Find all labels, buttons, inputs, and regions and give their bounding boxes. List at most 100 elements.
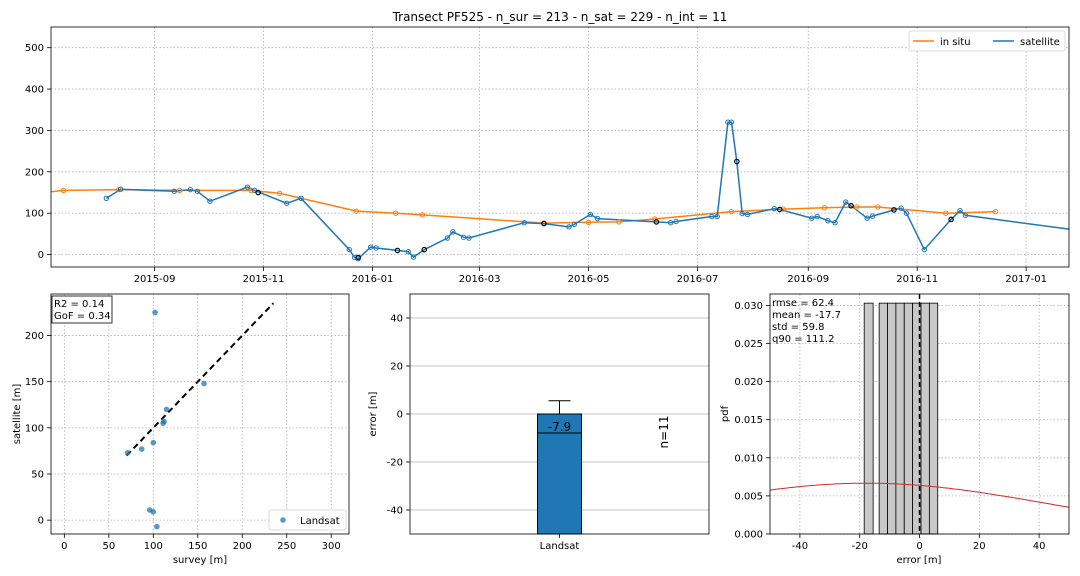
intersect-point	[948, 216, 954, 223]
intersect-point	[848, 203, 854, 209]
intersect-point	[355, 254, 361, 261]
insitu-point	[821, 205, 828, 211]
histogram-ylabel: pdf	[720, 405, 731, 422]
boxplot-ytick-label: 20	[390, 362, 403, 373]
scatter-xtick-label: 150	[188, 541, 207, 552]
timeseries-ytick-label: 100	[25, 209, 44, 220]
histogram-ytick-label: 0.015	[734, 415, 763, 426]
scatter-grid	[51, 294, 349, 534]
satellite-point	[709, 213, 715, 220]
insitu-point	[853, 204, 860, 210]
satellite-point	[284, 200, 290, 206]
satellite-point	[444, 235, 451, 241]
insitu-point	[993, 208, 999, 215]
intersect-point	[734, 158, 740, 165]
boxplot-xtick-label: Landsat	[540, 541, 580, 552]
histogram-xtick-label: 0	[916, 541, 922, 552]
timeseries-grid	[51, 27, 1069, 267]
insitu-point	[728, 208, 735, 215]
box-body	[537, 413, 582, 535]
insitu-point	[419, 212, 426, 218]
scatter-legend: Landsat	[268, 509, 347, 531]
satellite-point	[771, 205, 778, 212]
timeseries-xtick-label: 2015-09	[134, 274, 176, 285]
scatter-point	[201, 380, 207, 387]
satellite-point	[405, 248, 411, 255]
histogram-stat-q90: q90 = 111.2	[772, 334, 834, 345]
insitu-point	[616, 219, 622, 225]
scatter-ytick-label: 0	[38, 516, 44, 527]
scatter-point	[150, 439, 157, 446]
satellite-point	[298, 195, 304, 202]
timeseries-ytick-label: 0	[38, 250, 44, 261]
satellite-point	[103, 195, 110, 202]
insitu-point	[943, 210, 949, 216]
histogram-bar	[887, 302, 897, 535]
insitu-point	[276, 190, 283, 197]
histogram-stat-std: std = 59.8	[772, 322, 824, 333]
timeseries-xtick-label: 2016-07	[677, 274, 719, 285]
histogram-xlabel: error [m]	[897, 555, 942, 566]
insitu-point	[875, 204, 881, 210]
boxplot-ylabel: error [m]	[368, 391, 379, 436]
scatter-xtick-label: 50	[102, 541, 115, 552]
scatter-xtick-label: 100	[144, 541, 163, 552]
timeseries-panel: Transect PF525 - n_sur = 213 - n_sat = 2…	[25, 10, 1070, 285]
histogram-bar	[895, 302, 905, 535]
satellite-point	[957, 208, 963, 214]
scatter-ticks: 0 50 100 150 200 250 300 0 50 100 150 200	[25, 331, 341, 552]
scatter-ytick-label: 50	[31, 470, 44, 481]
histogram-frame	[769, 293, 1070, 535]
scatter-point	[124, 449, 131, 456]
satellite-point	[864, 215, 870, 221]
satellite-point	[728, 119, 735, 125]
intersect-point	[394, 247, 401, 254]
histogram-ytick-label: 0.005	[734, 491, 763, 502]
satellite-point	[962, 212, 969, 218]
timeseries-xtick-label: 2016-03	[459, 274, 501, 285]
box-median-label: -7.9	[548, 420, 571, 434]
histogram-ytick-label: 0.000	[734, 530, 763, 541]
insitu-point	[780, 206, 786, 212]
scatter-xtick-label: 0	[61, 541, 67, 552]
intersect-point	[776, 206, 783, 213]
scatter-point	[150, 509, 157, 515]
scatter-xlabel: survey [m]	[173, 555, 227, 566]
histogram-ytick-label: 0.025	[734, 339, 763, 350]
timeseries-ytick-label: 300	[25, 126, 44, 137]
timeseries-ytick-label: 500	[25, 43, 44, 54]
satellite-point	[566, 224, 572, 230]
satellite-point	[373, 245, 379, 251]
scatter-point	[160, 420, 166, 427]
scatter-point	[138, 446, 145, 452]
histogram-xtick-label: 20	[973, 541, 986, 552]
satellite-point	[739, 210, 745, 217]
satellite-point	[814, 213, 820, 220]
intersect-point	[541, 220, 547, 227]
satellite-point	[171, 188, 177, 194]
timeseries-xtick-label: 2015-11	[243, 274, 285, 285]
timeseries-xtick-label: 2016-09	[787, 274, 829, 285]
insitu-point	[353, 208, 360, 214]
insitu-point	[392, 210, 399, 216]
timeseries-xtick-label: 2017-01	[1005, 274, 1047, 285]
intersect-point	[421, 246, 428, 253]
timeseries-ticks: 2015-09 2015-11 2016-01 2016-03 2016-05 2016-…	[25, 43, 1047, 285]
boxplot-frame	[409, 293, 710, 535]
timeseries-markers	[60, 119, 999, 262]
timeseries-frame	[50, 26, 1070, 268]
legend-label-landsat: Landsat	[300, 516, 340, 527]
histogram-bar	[920, 302, 930, 535]
satellite-point	[921, 246, 928, 253]
satellite-point	[825, 217, 831, 224]
satellite-point	[466, 235, 472, 241]
satellite-point	[898, 205, 904, 211]
satellite-point	[714, 213, 720, 220]
histogram-xtick-label: -20	[852, 541, 868, 552]
satellite-point	[521, 220, 527, 226]
scatter-frame	[50, 293, 350, 535]
timeseries-xtick-label: 2016-11	[896, 274, 938, 285]
histogram-stat-mean: mean = -17.7	[772, 310, 841, 321]
scatter-stats-box: R2 = 0.14 GoF = 0.34	[51, 295, 113, 324]
boxplot-marks: -7.9	[537, 400, 582, 535]
